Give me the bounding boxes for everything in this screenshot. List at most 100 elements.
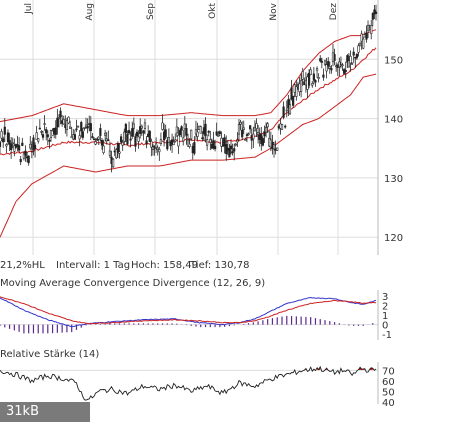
- candle: [188, 138, 191, 149]
- candle: [315, 66, 319, 78]
- price-axis-ticks: 120 130 140 150: [384, 55, 403, 244]
- macd-tick-label: -1: [382, 330, 392, 341]
- candle: [204, 117, 207, 143]
- candle: [255, 118, 258, 138]
- candle: [129, 131, 132, 148]
- candle: [236, 132, 239, 147]
- candle: [164, 124, 167, 140]
- candle: [223, 133, 226, 154]
- macd-title: Moving Average Convergence Divergence (1…: [0, 278, 265, 289]
- candle: [234, 142, 237, 147]
- candle: [97, 136, 100, 146]
- candle: [354, 56, 357, 68]
- month-label: Dez: [329, 3, 339, 20]
- candle: [30, 141, 33, 159]
- candle: [104, 129, 107, 142]
- candle: [284, 124, 287, 129]
- candle: [322, 68, 325, 81]
- x-axis-month-labels: Jul Aug Sep Okt Nov Dez: [24, 2, 339, 20]
- low-label: Tief: 130,78: [189, 260, 249, 271]
- candle: [38, 119, 41, 130]
- candle: [185, 123, 188, 145]
- candle: [358, 41, 362, 47]
- candle: [62, 115, 65, 125]
- candle: [311, 81, 314, 88]
- candle: [285, 100, 288, 118]
- candle: [218, 130, 221, 137]
- candle: [247, 132, 250, 136]
- month-label: Sep: [146, 3, 156, 20]
- month-label: Jul: [24, 3, 34, 15]
- candle: [288, 98, 292, 115]
- candle: [127, 121, 131, 135]
- candle: [11, 137, 14, 149]
- candle: [231, 143, 234, 156]
- candle: [89, 116, 92, 141]
- candle: [212, 131, 215, 150]
- candle: [344, 61, 347, 79]
- candle: [319, 55, 322, 63]
- price-tick-label: 130: [384, 174, 403, 185]
- candle: [140, 124, 143, 137]
- candle: [57, 114, 61, 128]
- candle: [201, 131, 204, 142]
- candle: [314, 79, 317, 87]
- candle: [48, 138, 51, 149]
- candle: [199, 125, 202, 134]
- candle: [177, 127, 180, 154]
- candle: [207, 130, 210, 137]
- candle: [33, 142, 37, 158]
- candle: [100, 137, 104, 150]
- candle: [123, 128, 126, 146]
- candle: [139, 118, 142, 139]
- candle: [46, 130, 49, 146]
- candle: [317, 73, 320, 83]
- candle: [131, 121, 134, 139]
- candle: [263, 125, 266, 143]
- candle: [239, 119, 242, 131]
- candle: [295, 80, 298, 101]
- candle: [108, 141, 112, 158]
- candle: [137, 130, 140, 149]
- price-tick-label: 140: [384, 115, 403, 126]
- candle: [366, 20, 370, 39]
- month-label: Okt: [208, 3, 218, 19]
- candle: [196, 122, 199, 141]
- candle: [320, 57, 323, 69]
- candle: [99, 123, 102, 142]
- stock-chart: Jul Aug Sep Okt Nov Dez 120 130 140 150 21,2%HL …: [0, 0, 404, 422]
- candle: [83, 127, 86, 131]
- candle: [252, 126, 255, 149]
- rsi-line: [0, 365, 377, 401]
- candle: [365, 25, 368, 43]
- candle: [300, 74, 303, 98]
- candle: [145, 136, 148, 149]
- candle: [309, 66, 312, 76]
- macd-tick-label: 0: [382, 321, 388, 332]
- candle: [333, 48, 336, 66]
- info-row: 21,2%HL Intervall: 1 Tag Hoch: 158,49 Ti…: [0, 260, 249, 271]
- candle: [370, 19, 373, 40]
- candle: [22, 151, 25, 161]
- candle: [159, 132, 163, 147]
- macd-histogram: [0, 315, 378, 334]
- candle: [6, 129, 10, 145]
- rsi-title: Relative Stärke (14): [0, 349, 99, 360]
- rsi-tick-label: 40: [382, 398, 395, 409]
- candle: [280, 123, 284, 130]
- candle: [166, 137, 169, 151]
- range-label: 21,2%HL: [0, 260, 45, 271]
- candle: [156, 145, 159, 156]
- candle: [357, 43, 360, 57]
- candle: [112, 157, 115, 169]
- candle: [213, 139, 217, 152]
- candle: [172, 136, 175, 146]
- candle: [312, 66, 315, 85]
- candle: [282, 101, 285, 120]
- candle: [206, 134, 209, 151]
- candle: [220, 131, 223, 153]
- candle: [328, 61, 331, 74]
- candle: [183, 115, 186, 138]
